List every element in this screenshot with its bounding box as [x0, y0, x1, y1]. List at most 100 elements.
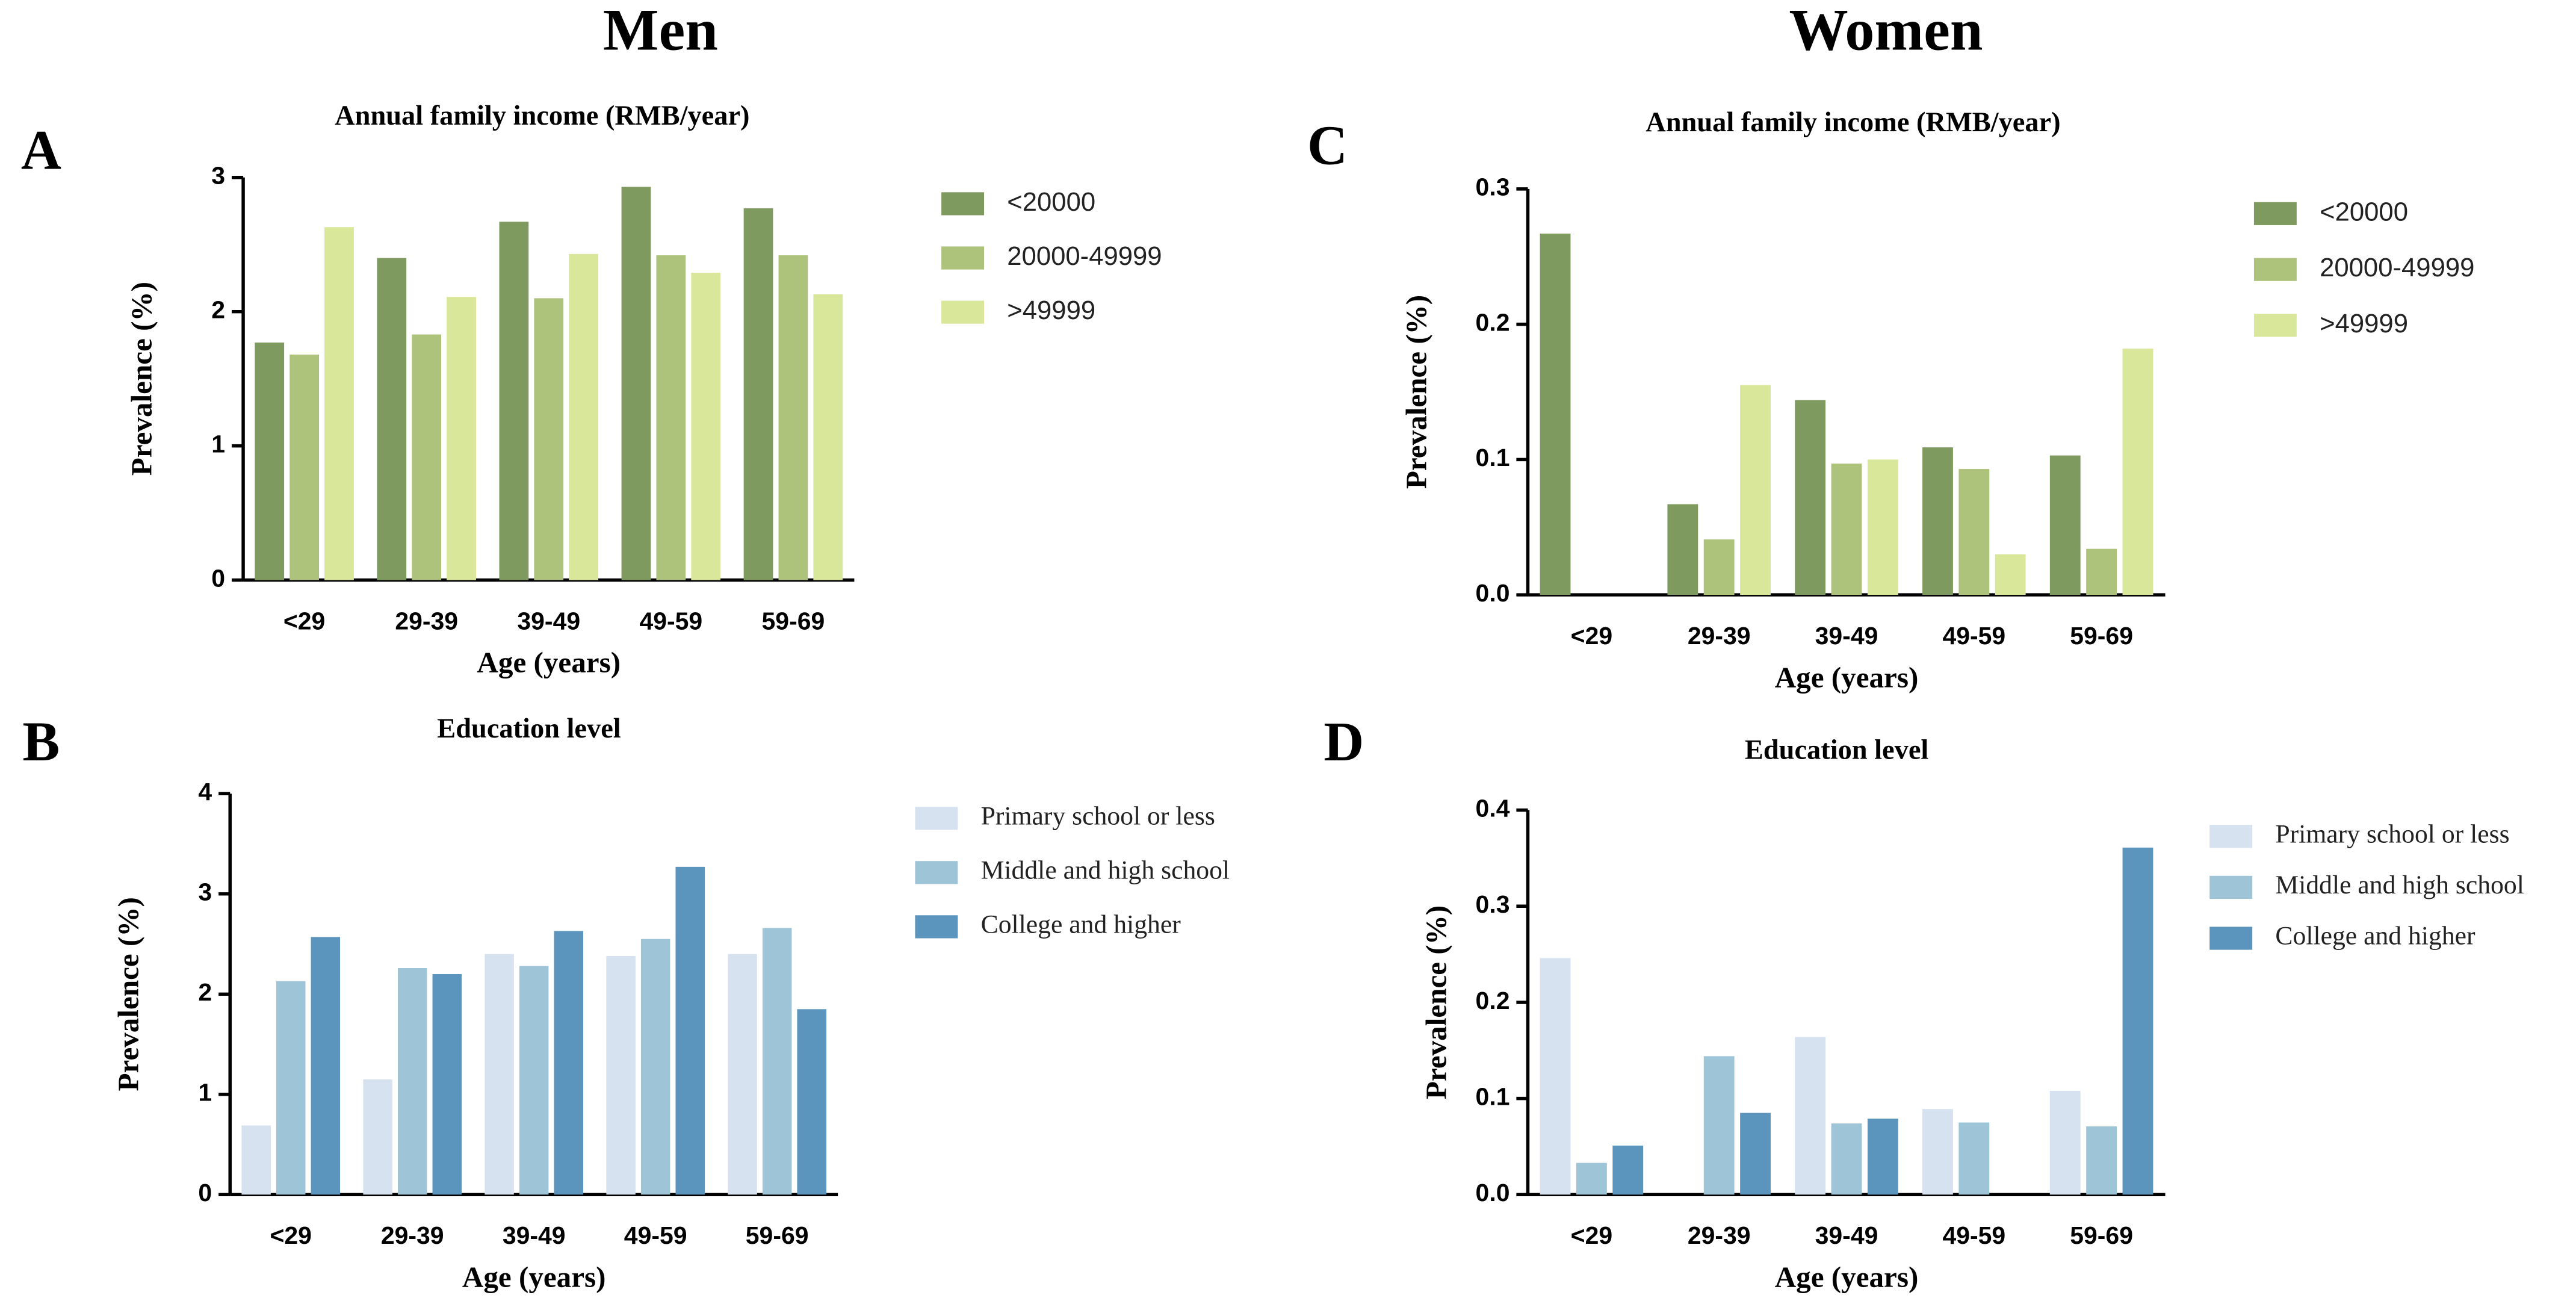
bar [377, 258, 407, 580]
legend-swatch [2209, 825, 2253, 848]
column-title: Men [603, 0, 718, 63]
bar [1795, 1037, 1826, 1195]
bar [606, 956, 636, 1195]
x-tick-label: 29-39 [381, 1222, 444, 1249]
bar [2049, 455, 2081, 595]
bar [255, 342, 285, 580]
x-tick-label: 59-69 [762, 607, 825, 635]
bar [1740, 385, 1771, 595]
y-tick-label: 3 [198, 878, 212, 906]
x-axis-label: Age (years) [1775, 1261, 1919, 1294]
bar [2049, 1090, 2081, 1195]
legend-label: 20000-49999 [1007, 241, 1162, 271]
x-tick-label: <29 [1571, 1222, 1612, 1249]
legend-label: <20000 [1007, 187, 1095, 217]
bar [324, 227, 354, 580]
legend-label: Primary school or less [2275, 819, 2509, 848]
bar [728, 954, 757, 1195]
bar [797, 1009, 826, 1195]
chart-title: Annual family income (RMB/year) [335, 101, 749, 131]
bar [1867, 459, 1898, 595]
legend-swatch [915, 915, 958, 939]
bar [656, 255, 686, 580]
bar [276, 981, 306, 1195]
bar [432, 974, 462, 1195]
column-title: Women [1789, 0, 1983, 63]
bar [289, 355, 319, 580]
x-tick-label: 59-69 [2070, 1222, 2133, 1249]
bar [2086, 1126, 2117, 1195]
bar [569, 253, 598, 580]
chart-title: Education level [1745, 735, 1929, 766]
bar [1612, 1145, 1644, 1195]
x-tick-label: 59-69 [2070, 622, 2133, 650]
y-tick-label: 0.0 [1476, 579, 1510, 607]
bar [2122, 349, 2153, 595]
bar [1667, 504, 1698, 595]
legend-swatch [915, 807, 958, 830]
bar [1576, 1163, 1607, 1195]
x-tick-label: 49-59 [639, 607, 702, 635]
bar [1703, 1056, 1735, 1195]
x-tick-label: 29-39 [1688, 622, 1751, 650]
legend-label: College and higher [2275, 922, 2475, 951]
y-tick-label: 0.1 [1476, 1082, 1510, 1110]
y-tick-label: 0.4 [1476, 794, 1510, 822]
bar [2086, 548, 2117, 595]
legend-label: Middle and high school [2275, 871, 2524, 899]
y-axis-label: Prevalence (%) [112, 897, 145, 1091]
y-tick-label: 1 [211, 430, 225, 458]
x-tick-label: 59-69 [746, 1222, 809, 1249]
x-tick-label: 49-59 [1942, 622, 2005, 650]
legend-label: >49999 [2320, 309, 2408, 338]
y-tick-label: 0 [198, 1179, 212, 1206]
y-tick-label: 2 [198, 978, 212, 1006]
legend-swatch [2253, 202, 2297, 225]
bar [519, 966, 549, 1195]
bar [1831, 464, 1862, 595]
bar [1703, 539, 1735, 595]
x-tick-label: 39-49 [1815, 622, 1878, 650]
legend-label: >49999 [1007, 296, 1095, 325]
y-axis-label: Prevalence (%) [1419, 905, 1452, 1099]
y-tick-label: 1 [198, 1079, 212, 1107]
x-axis-label: Age (years) [462, 1261, 606, 1294]
bar [1795, 400, 1826, 595]
legend-swatch [2253, 314, 2297, 337]
bar [311, 937, 341, 1195]
panel-letter: D [1324, 711, 1364, 773]
x-axis-label: Age (years) [1775, 660, 1919, 694]
bar [1540, 234, 1571, 595]
chart-title: Annual family income (RMB/year) [1646, 107, 2060, 138]
bar [1995, 554, 2026, 595]
x-tick-label: 39-49 [517, 607, 580, 635]
x-tick-label: 49-59 [1942, 1222, 2005, 1249]
bar [412, 334, 442, 580]
y-tick-label: 0.3 [1476, 173, 1510, 201]
legend-swatch [941, 246, 985, 270]
y-tick-label: 0.3 [1476, 890, 1510, 918]
y-tick-label: 3 [211, 162, 225, 190]
y-tick-label: 0.2 [1476, 308, 1510, 336]
bar [485, 954, 514, 1195]
x-tick-label: <29 [1571, 622, 1612, 650]
legend-swatch [941, 300, 985, 324]
x-tick-label: <29 [283, 607, 325, 635]
bar [534, 298, 564, 580]
panel-letter: C [1307, 114, 1348, 176]
legend-label: Middle and high school [981, 855, 1230, 884]
bar [2122, 847, 2153, 1195]
bar [743, 208, 773, 580]
bar [675, 866, 705, 1195]
bar [447, 297, 476, 580]
legend-label: 20000-49999 [2320, 253, 2474, 282]
legend-swatch [2209, 927, 2253, 950]
bar [1867, 1119, 1898, 1195]
y-axis-label: Prevalence (%) [1400, 295, 1433, 489]
bar [1958, 469, 1990, 595]
x-tick-label: 39-49 [503, 1222, 566, 1249]
y-tick-label: 0.1 [1476, 444, 1510, 471]
bar [640, 939, 670, 1195]
y-tick-label: 2 [211, 296, 225, 323]
